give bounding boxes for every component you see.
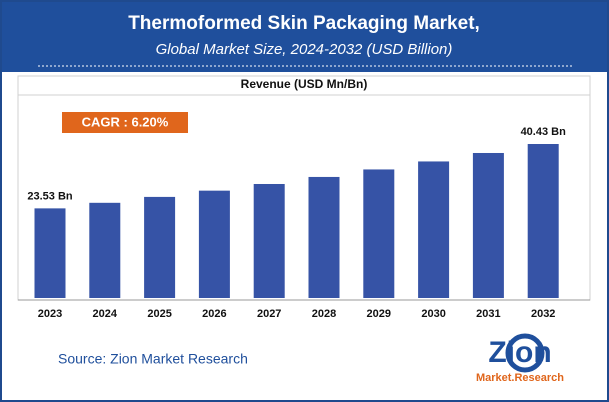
bar — [253, 183, 285, 298]
bar — [34, 208, 66, 298]
x-tick-label: 2032 — [531, 308, 555, 320]
value-label: 40.43 Bn — [521, 126, 567, 138]
bar — [363, 169, 395, 298]
x-tick-label: 2031 — [476, 308, 500, 320]
bar — [472, 152, 504, 298]
axis-label: Revenue (USD Mn/Bn) — [241, 77, 368, 91]
bar — [144, 196, 176, 298]
x-tick-label: 2028 — [312, 308, 336, 320]
bar — [418, 161, 450, 298]
bar — [527, 144, 559, 298]
chart-title: Thermoformed Skin Packaging Market, — [128, 13, 480, 34]
value-label: 23.53 Bn — [27, 190, 73, 202]
x-tick-label: 2027 — [257, 308, 281, 320]
bar — [308, 176, 340, 298]
bar — [89, 202, 121, 298]
x-tick-label: 2023 — [38, 308, 62, 320]
cagr-label: CAGR : 6.20% — [82, 114, 169, 129]
logo-name: Zion — [488, 336, 551, 369]
x-tick-label: 2024 — [93, 308, 118, 320]
logo-tagline: Market.Research — [476, 372, 564, 384]
x-tick-label: 2025 — [147, 308, 171, 320]
header — [2, 2, 607, 72]
x-tick-label: 2029 — [367, 308, 391, 320]
logo-mark — [505, 333, 545, 373]
bar — [198, 190, 230, 298]
x-tick-label: 2030 — [421, 308, 445, 320]
chart-subtitle: Global Market Size, 2024-2032 (USD Billi… — [156, 41, 453, 58]
cagr-box — [62, 112, 188, 133]
source: Source: Zion Market Research — [58, 351, 248, 367]
x-tick-label: 2026 — [202, 308, 226, 320]
